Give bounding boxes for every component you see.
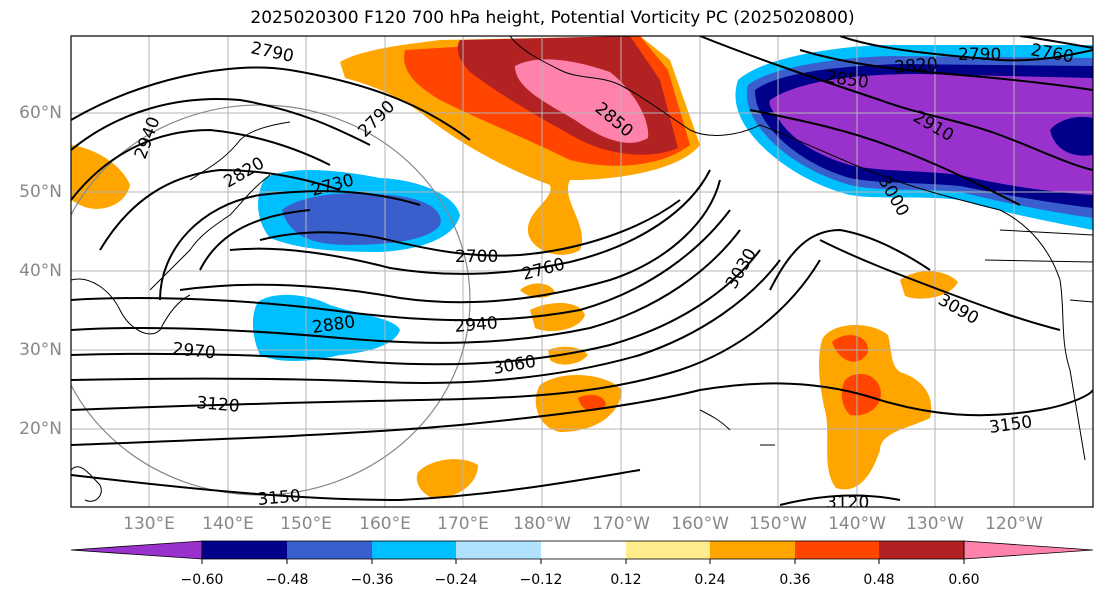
longitude-label: 140°W <box>828 514 886 534</box>
pv-negative-region-southwest <box>252 294 400 362</box>
coastlines <box>71 36 1093 502</box>
pv-shading <box>71 36 1093 499</box>
colorbar-extend-high <box>963 540 1094 560</box>
colorbar-tick-label: −0.48 <box>265 572 309 588</box>
contour-label: 2820 <box>894 54 939 78</box>
colorbar-segment <box>456 541 541 559</box>
longitude-label: 130°W <box>906 514 964 534</box>
pv-red-region-east <box>832 335 881 416</box>
contour-label: 3150 <box>257 486 302 510</box>
colorbar-segment <box>202 541 287 559</box>
latitude-label: 30°N <box>19 340 62 360</box>
longitude-label: 180°W <box>513 514 571 534</box>
colorbar-segment <box>710 541 795 559</box>
longitude-label: 150°W <box>749 514 807 534</box>
colorbar-segment <box>541 541 626 559</box>
colorbar-tick-label: 0.48 <box>863 572 895 588</box>
map-title: 2025020300 F120 700 hPa height, Potentia… <box>250 8 855 28</box>
colorbar-segment <box>372 541 456 559</box>
colorbar-tick-label: 0.24 <box>694 572 726 588</box>
colorbar-segment <box>287 541 372 559</box>
longitude-label: 140°E <box>202 514 254 534</box>
latitude-label: 60°N <box>19 103 62 123</box>
colorbar-segment <box>879 541 964 559</box>
contour-label: 2970 <box>171 339 216 363</box>
colorbar-tick-label: 0.60 <box>948 572 980 588</box>
latitude-label: 20°N <box>19 419 62 439</box>
colorbar-tick-label: −0.24 <box>434 572 478 588</box>
longitude-label: 160°W <box>671 514 729 534</box>
pv-patch-2 <box>530 303 585 332</box>
contour-label: 2940 <box>454 313 499 337</box>
colorbar-tick-label: −0.12 <box>519 572 563 588</box>
contour-label: 2700 <box>455 247 498 267</box>
contour-label: 2790 <box>958 45 1001 65</box>
colorbar-segment <box>795 541 879 559</box>
plot-frame <box>70 35 1094 508</box>
longitude-label: 150°E <box>280 514 332 534</box>
longitude-label: 170°W <box>592 514 650 534</box>
latitude-label: 40°N <box>19 261 62 281</box>
contour-label: 3120 <box>826 493 869 513</box>
pv-patch-4 <box>535 374 622 432</box>
colorbar-segment <box>626 541 710 559</box>
pv-pink-region-north <box>515 59 649 143</box>
pv-negative-region-northeast-purple <box>769 74 1093 195</box>
pv-patch-4-red <box>578 394 606 412</box>
colorbar-tick-label: −0.36 <box>350 572 394 588</box>
colorbar-tick-label: 0.36 <box>779 572 811 588</box>
pv-negative-region-northeast-navy-2 <box>1050 116 1093 156</box>
longitude-label: 160°E <box>359 514 411 534</box>
latitude-label: 50°N <box>19 182 62 202</box>
height-contours <box>71 36 1093 506</box>
colorbar-tick-label: 0.12 <box>610 572 642 588</box>
pv-positive-region-west <box>71 145 130 209</box>
colorbar-tick-label: −0.60 <box>180 572 224 588</box>
map-plot-area: 2790 2790 2760 2850 2820 2910 3000 2940 … <box>71 36 1093 513</box>
colorbar <box>70 540 1094 564</box>
longitude-label: 120°W <box>985 514 1043 534</box>
colorbar-extend-low <box>70 540 203 560</box>
longitude-label: 130°E <box>123 514 175 534</box>
longitude-label: 170°E <box>437 514 489 534</box>
contour-label: 3120 <box>196 393 241 417</box>
